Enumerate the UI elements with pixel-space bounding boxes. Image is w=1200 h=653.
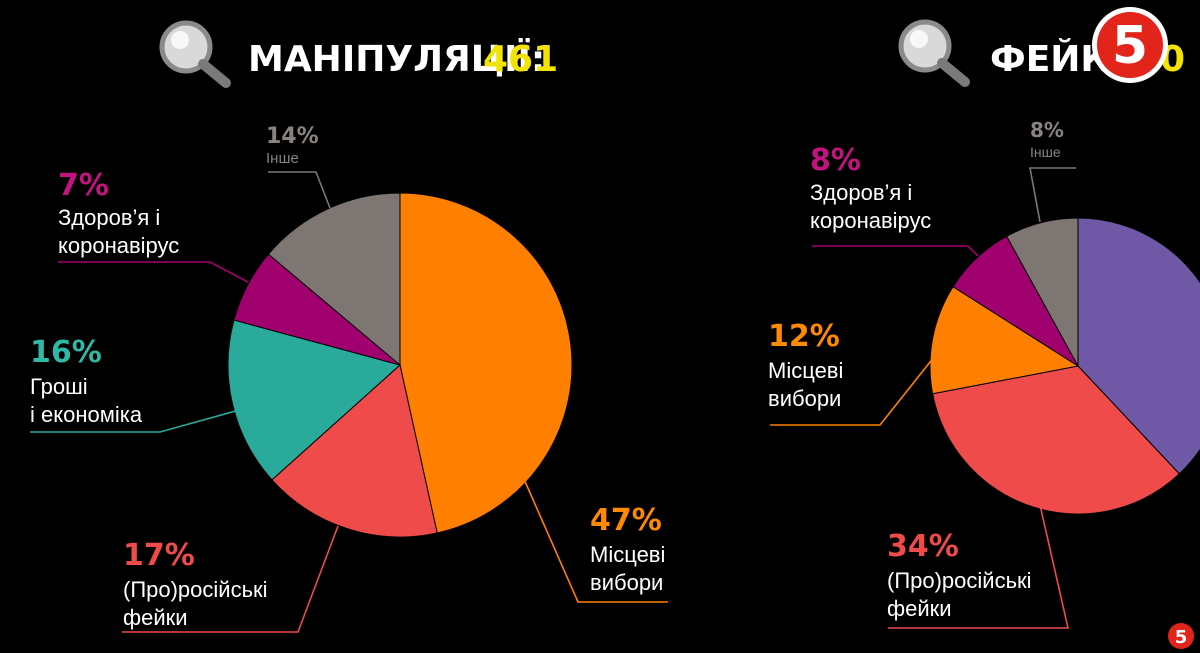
right-chart-labels: 34% (Про)російські фейки 12% Місцеві вибори 8%… bbox=[768, 118, 1076, 629]
data-label-percent: 17% bbox=[123, 538, 195, 573]
magnifier-icon bbox=[159, 20, 231, 88]
right-pie-chart bbox=[929, 217, 1200, 515]
magnifier-icon bbox=[898, 19, 970, 87]
logo-text: 5 bbox=[1112, 16, 1148, 76]
data-label-percent: 7% bbox=[58, 168, 109, 203]
data-label-text: і економіка bbox=[30, 402, 143, 427]
leader-line bbox=[888, 504, 1070, 629]
leader-line bbox=[58, 261, 249, 283]
data-label-text: Здоров’я і bbox=[58, 205, 160, 230]
logo-small-text: 5 bbox=[1175, 627, 1188, 648]
data-label-percent: 14% bbox=[266, 124, 319, 149]
left-pie-chart bbox=[227, 192, 573, 538]
data-label-percent: 47% bbox=[590, 503, 662, 538]
pie-slice bbox=[267, 192, 401, 367]
data-label-text: коронавірус bbox=[58, 233, 179, 258]
pie-slice bbox=[929, 286, 1080, 395]
data-label-percent: 34% bbox=[887, 529, 959, 564]
data-label-text: (Про)російські bbox=[123, 577, 268, 602]
leader-line bbox=[770, 351, 939, 426]
pie-slice bbox=[1006, 217, 1079, 367]
left-chart-title-value: 461 bbox=[483, 39, 558, 80]
data-label-percent: 8% bbox=[1030, 118, 1064, 142]
leader-line bbox=[30, 401, 269, 433]
left-chart-labels: 47% Місцеві вибори 17% (Про)російські фейки 16… bbox=[30, 124, 668, 633]
data-label-percent: 8% bbox=[810, 143, 861, 178]
channel-5-logo-small: 5 bbox=[1168, 623, 1194, 649]
leader-line bbox=[812, 245, 979, 257]
pie-slice bbox=[932, 365, 1181, 515]
pie-slice bbox=[399, 192, 573, 534]
leader-line bbox=[1029, 167, 1076, 223]
pie-slice bbox=[271, 364, 438, 538]
left-chart-title: МАНІПУЛЯЦІЇ: bbox=[248, 38, 545, 80]
data-label-text: Місцеві bbox=[590, 542, 665, 567]
data-label-text: Інше bbox=[1030, 144, 1061, 160]
data-label-text: коронавірус bbox=[810, 208, 931, 233]
right-chart-title: ФЕЙК bbox=[990, 38, 1110, 80]
leader-line bbox=[122, 525, 339, 633]
data-label-text: фейки bbox=[123, 605, 188, 630]
data-label-text: Інше bbox=[266, 150, 299, 167]
pie-slice bbox=[227, 319, 402, 481]
data-label-text: (Про)російські bbox=[887, 568, 1032, 593]
data-label-percent: 16% bbox=[30, 335, 102, 370]
data-label-percent: 12% bbox=[768, 319, 840, 354]
channel-5-logo: 5 bbox=[1092, 7, 1168, 83]
data-label-text: Місцеві bbox=[768, 358, 843, 383]
data-label-text: вибори bbox=[590, 570, 663, 595]
data-label-text: Здоров’я і bbox=[810, 180, 912, 205]
data-label-text: Гроші bbox=[30, 374, 88, 399]
pie-slice bbox=[1077, 217, 1200, 475]
data-label-text: фейки bbox=[887, 596, 952, 621]
leader-line bbox=[519, 469, 668, 603]
leader-line bbox=[268, 171, 331, 209]
data-label-text: вибори bbox=[768, 386, 841, 411]
